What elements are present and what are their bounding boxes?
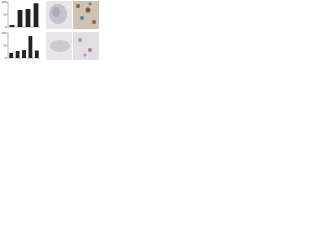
y-tick-label: 0 [5, 25, 7, 29]
stain [76, 4, 80, 8]
stain [88, 48, 92, 52]
stain [80, 16, 84, 20]
tissue [50, 40, 70, 52]
tissue [52, 7, 60, 17]
stain [92, 20, 96, 24]
bar [34, 50, 39, 58]
bar [33, 3, 39, 27]
stain [78, 38, 82, 42]
bar [17, 10, 23, 27]
bar [25, 9, 31, 27]
bar [15, 51, 20, 58]
y-tick-label: 50 [3, 12, 7, 16]
bar [9, 53, 14, 58]
bar [22, 50, 26, 58]
y-tick-label: 0 [5, 56, 7, 60]
stain [83, 53, 87, 57]
stain [85, 7, 91, 13]
stain [88, 2, 92, 6]
y-tick-label: 100 [1, 0, 6, 4]
bar [28, 36, 33, 58]
bar [9, 25, 15, 27]
y-tick-label: 100 [1, 31, 6, 35]
micrographs [46, 1, 99, 60]
figure: 0 50 100 0 50 100 [1, 0, 99, 60]
y-tick-label: 50 [3, 43, 7, 47]
